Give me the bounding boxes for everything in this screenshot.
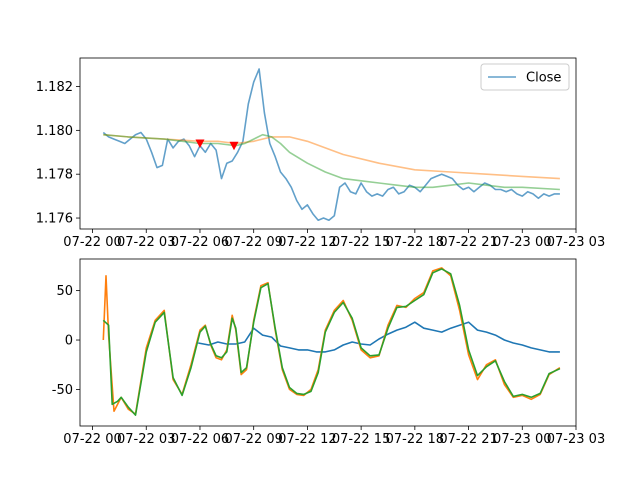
- legend-label-close: Close: [526, 71, 561, 86]
- oscillator-x-tick-label: 07-22 03: [117, 432, 175, 447]
- legend-box: [480, 63, 570, 91]
- oscillator-panel-frame: [79, 258, 577, 427]
- oscillator-panel-series: [102, 267, 561, 416]
- price-panel-markers: [195, 139, 239, 151]
- price-x-tick-label: 07-22 18: [386, 235, 444, 250]
- price-x-tick-label: 07-22 09: [224, 235, 282, 250]
- price-x-tick-label: 07-23 03: [547, 235, 605, 250]
- price-x-tick-label: 07-22 03: [117, 235, 175, 250]
- oscillator-series-1-line: [102, 267, 561, 415]
- price-x-tick-label: 07-22 06: [171, 235, 229, 250]
- price-y-tick-label: 1.178: [36, 168, 73, 183]
- price-panel-series: [102, 68, 560, 221]
- oscillator-x-tick-label: 07-22 18: [386, 432, 444, 447]
- price-x-tick-label: 07-22 15: [332, 235, 390, 250]
- oscillator-y-tick-label: 0: [65, 334, 73, 349]
- legend: Close: [480, 63, 570, 91]
- oscillator-x-tick-label: 07-22 21: [439, 432, 497, 447]
- price-x-tick-label: 07-22 00: [63, 235, 121, 250]
- oscillator-series-0-line: [198, 321, 560, 353]
- signal-marker: [195, 139, 205, 148]
- price-series-2-line: [103, 133, 560, 191]
- oscillator-x-tick-label: 07-22 00: [63, 432, 121, 447]
- price-y-tick-label: 1.182: [36, 80, 73, 95]
- oscillator-x-tick-label: 07-22 12: [278, 432, 336, 447]
- oscillator-x-tick-label: 07-23 00: [493, 432, 551, 447]
- price-y-tick-label: 1.176: [36, 212, 73, 227]
- price-y-tick-label: 1.180: [36, 124, 73, 139]
- price-x-tick-label: 07-22 21: [439, 235, 497, 250]
- oscillator-y-tick-label: 50: [56, 284, 73, 299]
- signal-marker: [229, 141, 239, 151]
- oscillator-x-tick-label: 07-22 06: [171, 432, 229, 447]
- oscillator-series-2-line: [102, 268, 561, 416]
- price-panel-frame: [79, 57, 577, 230]
- price-series-1-line: [103, 133, 560, 180]
- price-x-tick-label: 07-22 12: [278, 235, 336, 250]
- oscillator-y-tick-label: -50: [52, 383, 73, 398]
- oscillator-x-tick-label: 07-22 15: [332, 432, 390, 447]
- oscillator-x-tick-label: 07-23 03: [547, 432, 605, 447]
- oscillator-x-tick-label: 07-22 09: [224, 432, 282, 447]
- price-x-tick-label: 07-23 00: [493, 235, 551, 250]
